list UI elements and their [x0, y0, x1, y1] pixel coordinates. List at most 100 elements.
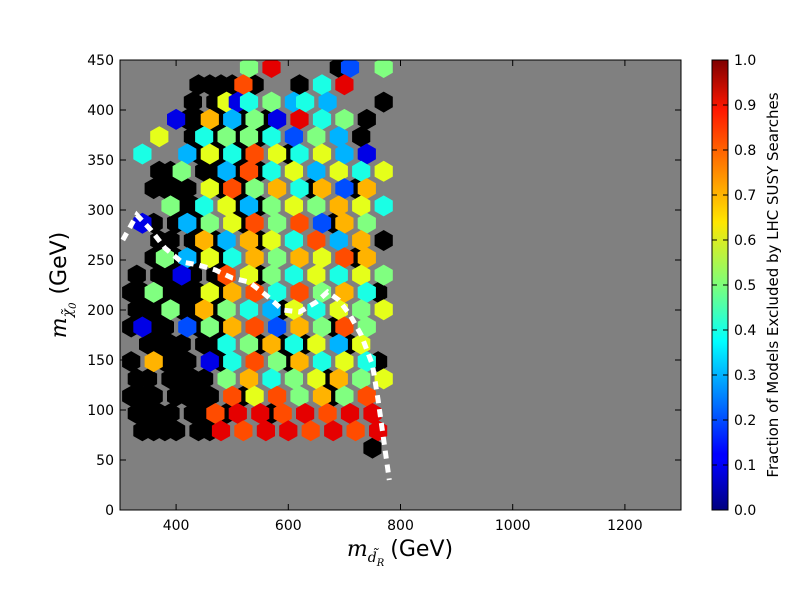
colorbar-ticks: 0.0 0.1 0.2 0.3 0.4 0.5 0.6 0.7 0.8 0.9 1.0	[712, 53, 756, 519]
hex-cell	[352, 160, 371, 182]
hex-cell	[279, 420, 298, 442]
hex-cell	[245, 351, 264, 373]
hex-cell	[312, 281, 332, 303]
x-tick-label: 800	[387, 518, 414, 534]
hex-cell	[217, 299, 236, 321]
hex-cell-zero	[161, 403, 180, 424]
hex-cell	[245, 108, 264, 130]
hex-cell	[262, 368, 281, 390]
colorbar-label: Fraction of Models Excluded by LHC SUSY …	[764, 92, 782, 477]
hex-cell	[268, 212, 287, 234]
hex-cell	[217, 333, 236, 355]
hex-cell	[312, 212, 332, 234]
hex-cell	[329, 299, 348, 321]
hex-cell	[312, 74, 332, 96]
hex-cell	[223, 316, 242, 338]
colorbar-tick-label: 1.0	[734, 53, 756, 69]
hex-cell	[133, 316, 152, 338]
hex-cell	[335, 212, 354, 234]
y-axis-ticks: 0 50 100 150 200 250 300 350 400 450	[87, 53, 681, 519]
hex-cell	[268, 178, 287, 200]
y-tick-label: 450	[87, 53, 114, 69]
hex-cell-zero	[374, 91, 393, 113]
hex-cell	[200, 281, 219, 303]
hex-cell	[307, 160, 326, 182]
hex-cell	[357, 281, 376, 303]
y-tick-label: 50	[96, 453, 114, 469]
hex-cell	[144, 351, 163, 373]
hex-cell	[245, 212, 264, 234]
hex-cell	[133, 143, 152, 165]
hex-cell	[374, 264, 393, 286]
x-axis-ticks: 400 600 800 1000 1200	[163, 60, 643, 534]
colorbar-tick-label: 0.7	[734, 188, 756, 204]
hex-cell-zero	[167, 420, 186, 442]
hex-cell-zero	[139, 368, 158, 390]
hex-cell	[239, 126, 259, 148]
hex-cell	[256, 420, 275, 442]
x-tick-label: 1200	[607, 518, 643, 534]
hex-cell	[245, 316, 264, 338]
hex-cell	[195, 230, 214, 251]
y-axis-label: mχ̃0(GeV)	[47, 232, 79, 339]
colorbar-tick-label: 0.3	[734, 368, 756, 384]
colorbar-tick-label: 0.4	[734, 323, 756, 339]
hex-cell	[262, 91, 281, 113]
hex-cell	[262, 230, 281, 251]
hex-cell	[239, 195, 259, 217]
hex-cell	[335, 281, 354, 303]
hex-cell	[352, 195, 371, 217]
x-tick-label: 1000	[495, 518, 531, 534]
hex-cell	[172, 264, 191, 286]
hex-cell	[239, 160, 259, 182]
colorbar-tick-label: 0.9	[734, 98, 756, 114]
hex-cell	[374, 195, 393, 217]
y-tick-label: 100	[87, 403, 114, 419]
hex-cell	[357, 143, 376, 165]
hex-cell	[245, 385, 264, 407]
hex-cell	[312, 247, 332, 269]
hex-cell	[284, 299, 303, 321]
hex-cell	[200, 108, 219, 130]
hex-cell	[296, 91, 315, 113]
hex-cell	[357, 212, 376, 234]
hex-cell	[217, 126, 236, 148]
hex-cell	[223, 108, 242, 130]
hex-cell	[155, 247, 174, 269]
hex-cell	[329, 230, 348, 251]
hex-cell	[268, 281, 287, 303]
hex-cell	[262, 126, 281, 148]
colorbar-tick-label: 0.6	[734, 233, 756, 249]
hex-cell	[284, 160, 303, 182]
hex-cell	[178, 143, 197, 165]
hex-cell-zero	[178, 351, 197, 373]
hex-cell	[312, 316, 332, 338]
hex-cell-zero	[183, 91, 202, 113]
hex-cell	[352, 299, 371, 321]
hex-cell	[284, 264, 303, 286]
hex-cell	[284, 230, 303, 251]
hex-cell	[374, 160, 393, 182]
hex-cell	[312, 108, 332, 130]
hex-cell	[307, 195, 326, 217]
hex-cell-zero	[127, 264, 146, 286]
hex-cell	[329, 264, 348, 286]
hex-cell	[335, 351, 354, 373]
hex-cell-zero	[144, 385, 163, 407]
hex-cell	[290, 316, 309, 338]
hex-cell	[335, 385, 354, 407]
y-tick-label: 400	[87, 103, 114, 119]
hex-cell	[335, 74, 354, 96]
hex-cell	[167, 108, 186, 130]
hex-cell	[234, 74, 253, 96]
hex-cell-zero	[155, 316, 174, 338]
hex-cell	[268, 108, 287, 130]
hex-cell	[195, 195, 214, 217]
hex-cell	[223, 178, 242, 200]
hex-cell-zero	[363, 437, 382, 459]
hex-cell	[217, 230, 236, 251]
hex-cell	[239, 60, 259, 78]
colorbar-tick-label: 0.8	[734, 143, 756, 159]
hex-cell	[223, 212, 242, 234]
